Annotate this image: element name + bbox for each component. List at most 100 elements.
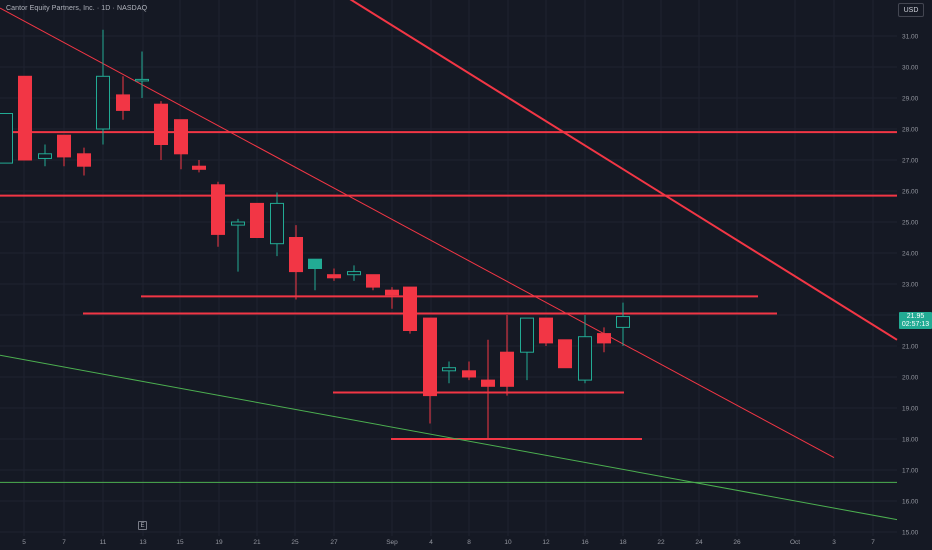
price-tick-label: 21.00 bbox=[902, 344, 919, 351]
time-tick-label: 19 bbox=[215, 539, 223, 546]
symbol-title: Cantor Equity Partners, Inc. · 1D · NASD… bbox=[6, 5, 148, 12]
time-tick-label: 22 bbox=[657, 539, 665, 546]
candle bbox=[250, 202, 264, 238]
candle bbox=[77, 147, 91, 176]
price-axis[interactable]: 31.00 30.00 29.00 28.00 27.00 26.00 25.00 24.00… bbox=[902, 34, 919, 537]
candle-body bbox=[520, 317, 534, 353]
candle bbox=[616, 302, 630, 346]
time-tick-label: 13 bbox=[139, 539, 147, 546]
price-tick-label: 28.00 bbox=[902, 127, 919, 134]
candles bbox=[0, 29, 630, 439]
candle-body bbox=[462, 370, 476, 378]
candle bbox=[366, 274, 380, 291]
candle-body bbox=[135, 78, 149, 82]
candle bbox=[308, 258, 322, 291]
price-tick-label: 19.00 bbox=[902, 406, 919, 413]
candle-body bbox=[347, 271, 361, 276]
candle-body bbox=[270, 202, 284, 245]
currency-button[interactable]: USD bbox=[898, 3, 924, 17]
candle bbox=[442, 361, 456, 384]
time-tick-label: 4 bbox=[429, 539, 433, 546]
candle bbox=[347, 265, 361, 281]
candle-body bbox=[500, 351, 514, 387]
earnings-marker[interactable]: E bbox=[138, 521, 147, 530]
candle-body bbox=[403, 286, 417, 332]
price-tick-label: 26.00 bbox=[902, 189, 919, 196]
price-tick-label: 27.00 bbox=[902, 158, 919, 165]
candle bbox=[539, 317, 553, 346]
candle bbox=[96, 29, 110, 145]
price-tick-label: 20.00 bbox=[902, 375, 919, 382]
time-tick-label: 18 bbox=[619, 539, 627, 546]
candle-body bbox=[597, 333, 611, 344]
candle-body bbox=[366, 274, 380, 288]
candle-body bbox=[327, 274, 341, 279]
candle bbox=[403, 286, 417, 334]
candle bbox=[0, 113, 13, 164]
candle-body bbox=[308, 258, 322, 270]
time-tick-label: 11 bbox=[100, 539, 107, 546]
price-tick-label: 25.00 bbox=[902, 220, 919, 227]
candle bbox=[135, 51, 149, 98]
time-tick-label: Oct bbox=[790, 539, 800, 546]
candle-body bbox=[539, 317, 553, 344]
time-tick-label: 12 bbox=[542, 539, 550, 546]
candle bbox=[18, 75, 32, 161]
last-price-tag: 21.95 02:57:13 bbox=[899, 312, 932, 329]
candle-body bbox=[558, 339, 572, 369]
time-tick-label: 21 bbox=[253, 539, 261, 546]
candle-body bbox=[57, 134, 71, 158]
bar-countdown: 02:57:13 bbox=[901, 321, 930, 328]
candle-body bbox=[289, 237, 303, 273]
trendline bbox=[0, 354, 898, 521]
time-tick-label: 15 bbox=[176, 539, 184, 546]
time-tick-label: 24 bbox=[695, 539, 703, 546]
candle-body bbox=[385, 289, 399, 296]
time-tick-label: 3 bbox=[832, 539, 836, 546]
candle bbox=[116, 76, 130, 120]
time-tick-label: 26 bbox=[733, 539, 741, 546]
candle-body bbox=[211, 184, 225, 235]
candle-body bbox=[77, 153, 91, 167]
candle-body bbox=[38, 153, 52, 159]
candle bbox=[38, 144, 52, 167]
candle bbox=[385, 287, 399, 309]
candle bbox=[192, 160, 206, 173]
price-tick-label: 15.00 bbox=[902, 530, 919, 537]
candle bbox=[270, 192, 284, 257]
time-tick-label: 10 bbox=[504, 539, 512, 546]
price-tick-label: 16.00 bbox=[902, 499, 919, 506]
candle-body bbox=[192, 165, 206, 170]
candle-body bbox=[154, 103, 168, 145]
candle bbox=[520, 317, 534, 381]
price-tick-label: 17.00 bbox=[902, 468, 919, 475]
candle-body bbox=[250, 202, 264, 238]
time-axis[interactable]: 5 7 11 13 15 19 21 25 27 Sep 4 8 10 12 16 18 22 24 26 Oct 3 7 bbox=[22, 539, 875, 546]
time-tick-label: 16 bbox=[581, 539, 589, 546]
price-tick-label: 30.00 bbox=[902, 65, 919, 72]
time-tick-label: Sep bbox=[386, 539, 398, 546]
horizontal-levels bbox=[0, 131, 897, 483]
candle bbox=[578, 315, 592, 384]
candle-body bbox=[481, 379, 495, 387]
time-tick-label: 7 bbox=[62, 539, 66, 546]
time-tick-label: 27 bbox=[330, 539, 338, 546]
candle bbox=[423, 317, 437, 424]
last-price: 21.95 bbox=[906, 313, 925, 320]
trendline bbox=[0, 7, 835, 459]
price-tick-label: 18.00 bbox=[902, 437, 919, 444]
candle bbox=[231, 218, 245, 272]
candle-body bbox=[18, 75, 32, 161]
candle bbox=[211, 181, 225, 247]
trendlines bbox=[0, 0, 898, 521]
candle-body bbox=[423, 317, 437, 397]
candle bbox=[154, 101, 168, 160]
time-tick-label: 7 bbox=[871, 539, 875, 546]
candle bbox=[174, 119, 188, 170]
candle bbox=[500, 315, 514, 396]
candle-body bbox=[231, 221, 245, 226]
candle bbox=[462, 361, 476, 381]
candle bbox=[481, 339, 495, 439]
candle-body bbox=[616, 316, 630, 328]
